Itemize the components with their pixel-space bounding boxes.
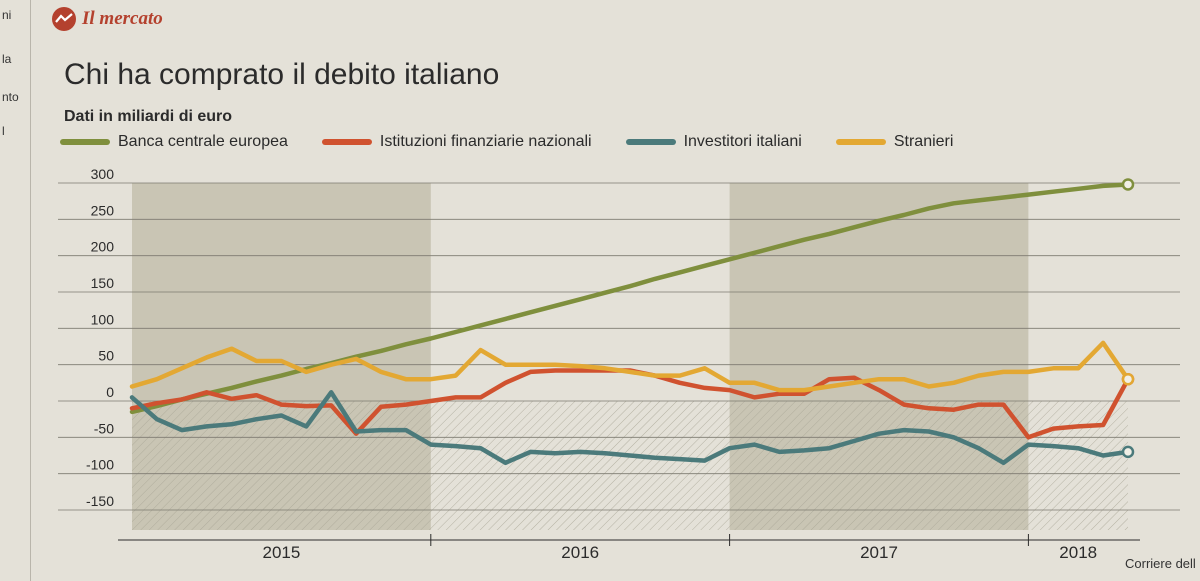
x-tick-label: 2015: [262, 543, 300, 562]
section-header: Il mercato: [52, 4, 163, 34]
legend-item: Stranieri: [835, 133, 954, 151]
legend-item: Istituzioni finanziarie nazionali: [321, 133, 592, 151]
series-end-marker: [1121, 445, 1135, 459]
series-line: [129, 340, 1131, 393]
legend-label: Banca centrale europea: [118, 133, 288, 150]
fragment-text: la: [2, 52, 12, 66]
y-tick-label: 50: [98, 348, 114, 364]
y-tick-label: 0: [106, 384, 114, 400]
fragment-text: nto: [2, 90, 19, 104]
trend-icon: [52, 7, 76, 31]
y-tick-label: 150: [91, 275, 115, 291]
series-end-marker: [1121, 178, 1135, 191]
legend-item: Investitori italiani: [625, 133, 802, 151]
adjacent-column-fragments: ni la nto l: [0, 0, 31, 581]
y-tick-label: 300: [91, 166, 115, 182]
series-line: [129, 390, 1131, 466]
chart-title: Chi ha comprato il debito italiano: [64, 58, 500, 91]
legend-item: Banca centrale europea: [60, 133, 288, 151]
legend-label: Stranieri: [893, 133, 954, 150]
fragment-text: l: [2, 124, 5, 138]
source-credit: Corriere dell: [1125, 556, 1196, 571]
y-tick-label: -100: [86, 457, 114, 473]
chart-subtitle: Dati in miliardi di euro: [64, 108, 233, 125]
legend-label: Investitori italiani: [683, 133, 802, 150]
x-tick-label: 2018: [1059, 543, 1097, 562]
x-tick-label: 2017: [860, 543, 898, 562]
series-line: [129, 182, 1131, 415]
legend-swatch: [625, 139, 676, 145]
chart-legend: Banca centrale europea Istituzioni finan…: [60, 133, 987, 151]
fragment-text: ni: [2, 8, 12, 22]
y-tick-label: 100: [91, 311, 115, 327]
x-tick-label: 2016: [561, 543, 599, 562]
legend-swatch: [835, 139, 886, 145]
section-label: Il mercato: [82, 8, 163, 29]
series-end-marker: [1121, 372, 1135, 386]
y-tick-label: -150: [86, 493, 114, 509]
legend-label: Istituzioni finanziarie nazionali: [379, 133, 592, 150]
legend-swatch: [321, 139, 372, 145]
negative-zone-hatch: [132, 401, 1128, 530]
y-tick-label: -50: [94, 420, 114, 436]
legend-swatch: [60, 139, 110, 145]
y-tick-label: 250: [91, 202, 115, 218]
y-tick-label: 200: [91, 239, 115, 255]
